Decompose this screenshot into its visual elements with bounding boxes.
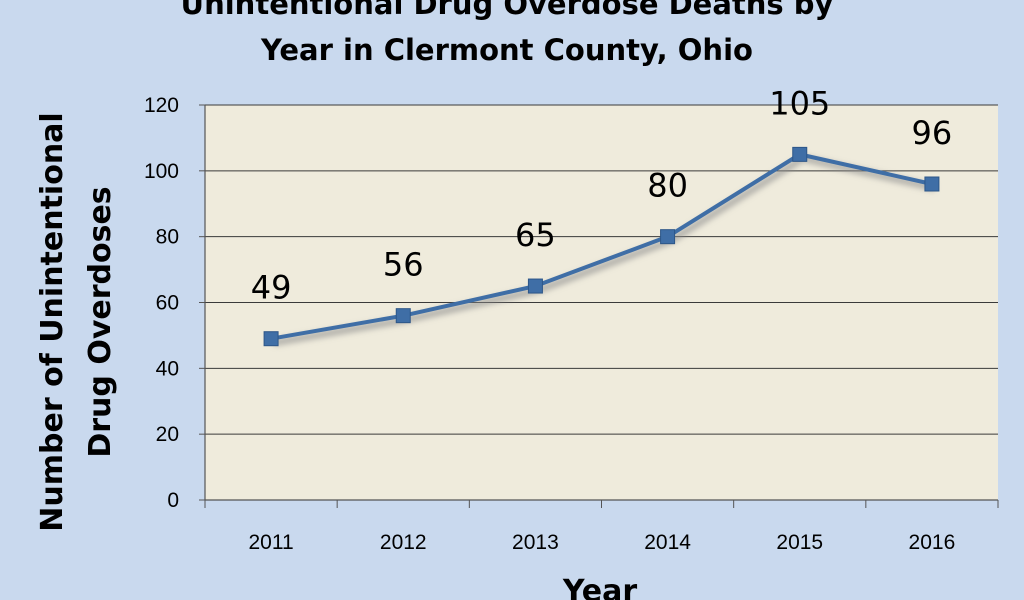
x-axis-title: Year xyxy=(562,574,638,600)
y-tick-label-0: 0 xyxy=(167,489,179,512)
data-label-2013: 65 xyxy=(515,216,556,254)
data-point-2012 xyxy=(395,308,411,324)
data-point-2016 xyxy=(924,176,940,192)
y-tick-label-20: 20 xyxy=(156,423,179,446)
y-tick-label-100: 100 xyxy=(144,160,179,183)
data-point-2011 xyxy=(263,331,279,347)
data-label-2011: 49 xyxy=(251,269,292,307)
x-tick-label-2014: 2014 xyxy=(644,531,691,554)
data-point-2013 xyxy=(527,278,543,294)
y-tick-label-120: 120 xyxy=(144,94,179,117)
data-label-2012: 56 xyxy=(383,246,424,284)
x-tick-label-2012: 2012 xyxy=(380,531,427,554)
x-tick-label-2015: 2015 xyxy=(776,531,823,554)
data-point-2015 xyxy=(792,146,808,162)
y-tick-label-80: 80 xyxy=(156,226,179,249)
y-tick-label-60: 60 xyxy=(156,292,179,315)
plot-group: 0 20 40 60 80 100 120 2011 2012 2013 2014 2015 2016 4… xyxy=(144,84,999,554)
y-tick-label-40: 40 xyxy=(156,357,179,380)
data-label-2014: 80 xyxy=(647,167,688,205)
y-axis-title-line-2: Drug Overdoses xyxy=(83,186,118,457)
chart-title-line-2: Year in Clermont County, Ohio xyxy=(260,33,753,67)
x-tick-label-2016: 2016 xyxy=(909,531,956,554)
x-tick-label-2011: 2011 xyxy=(248,531,293,554)
data-label-2015: 105 xyxy=(769,84,830,122)
chart-title-line-1: Unintentional Drug Overdose Deaths by xyxy=(181,0,834,21)
data-point-2014 xyxy=(660,229,676,245)
series-0-line xyxy=(269,152,934,341)
series-0-line-shadow xyxy=(273,154,936,347)
y-axis-title-line-1: Number of Unintentional xyxy=(35,112,70,531)
x-tick-label-2013: 2013 xyxy=(512,531,559,554)
data-label-2016: 96 xyxy=(912,114,953,152)
